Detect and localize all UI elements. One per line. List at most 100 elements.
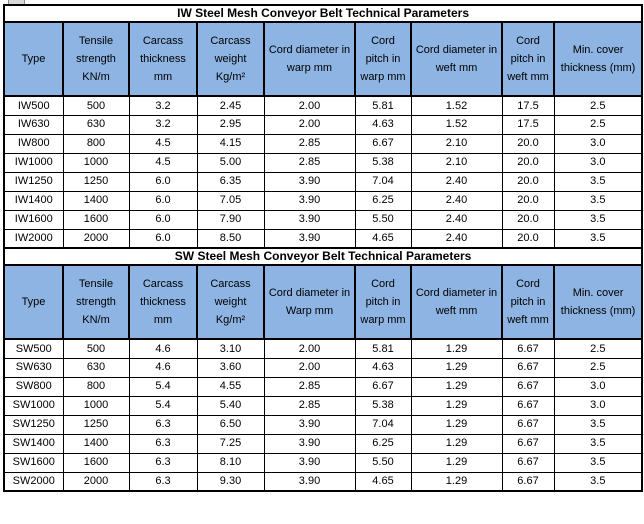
value-cell: 1.29: [410, 357, 503, 378]
value-cell: 3.90: [263, 471, 356, 492]
value-cell: 1600: [62, 209, 130, 230]
value-cell: 6.0: [128, 190, 198, 211]
table-row: IW500 500 3.2 2.45 2.00 5.81 1.52 17.5 2.5: [3, 95, 643, 116]
value-cell: 7.25: [196, 433, 265, 454]
value-cell: 6.0: [128, 171, 198, 192]
value-cell: 4.6: [128, 338, 198, 359]
value-cell: 6.67: [501, 395, 555, 416]
row-type-cell: SW1000: [3, 395, 64, 416]
column-header: Carcass thickness mm: [128, 21, 198, 97]
value-cell: 3.90: [263, 209, 356, 230]
value-cell: 4.15: [196, 133, 265, 154]
value-cell: 2.95: [196, 114, 265, 135]
value-cell: 5.4: [128, 395, 198, 416]
value-cell: 2.85: [263, 395, 356, 416]
value-cell: 5.40: [196, 395, 265, 416]
column-header: Min. cover thickness (mm): [552, 21, 644, 97]
value-cell: 4.65: [354, 228, 412, 249]
value-cell: 2.5: [553, 338, 643, 359]
value-cell: 5.38: [354, 395, 412, 416]
value-cell: 7.04: [354, 171, 412, 192]
column-header: Cord diameter in Warp mm: [263, 264, 356, 340]
value-cell: 6.67: [501, 471, 555, 492]
value-cell: 5.81: [354, 95, 412, 116]
row-type-cell: SW500: [3, 338, 64, 359]
value-cell: 3.90: [263, 433, 356, 454]
value-cell: 17.5: [501, 114, 555, 135]
value-cell: 1.52: [410, 114, 503, 135]
value-cell: 2.00: [263, 357, 356, 378]
value-cell: 630: [62, 357, 130, 378]
value-cell: 1.29: [410, 395, 503, 416]
value-cell: 2.5: [553, 114, 643, 135]
value-cell: 4.65: [354, 471, 412, 492]
value-cell: 2.85: [263, 152, 356, 173]
value-cell: 3.5: [553, 190, 643, 211]
table-row: SW1600 1600 6.3 8.10 3.90 5.50 1.29 6.67 3.5: [3, 452, 643, 473]
value-cell: 20.0: [501, 209, 555, 230]
value-cell: 3.5: [553, 452, 643, 473]
column-header: Carcass weight Kg/m²: [196, 264, 265, 340]
value-cell: 4.6: [128, 357, 198, 378]
table-row: IW1400 1400 6.0 7.05 3.90 6.25 2.40 20.0 3.5: [3, 190, 643, 211]
value-cell: 500: [62, 95, 130, 116]
table-row: IW1600 1600 6.0 7.90 3.90 5.50 2.40 20.0 3.5: [3, 209, 643, 230]
value-cell: 5.50: [354, 209, 412, 230]
column-header: Cord pitch in warp mm: [354, 21, 412, 97]
value-cell: 6.67: [501, 414, 555, 435]
column-header: Type: [3, 264, 64, 340]
row-type-cell: SW2000: [3, 471, 64, 492]
value-cell: 2.40: [410, 209, 503, 230]
table-row: SW1000 1000 5.4 5.40 2.85 5.38 1.29 6.67 3.0: [3, 395, 643, 416]
row-type-cell: SW1400: [3, 433, 64, 454]
row-type-cell: SW630: [3, 357, 64, 378]
column-header: Cord pitch in warp mm: [354, 264, 412, 340]
value-cell: 3.5: [553, 414, 643, 435]
value-cell: 3.2: [128, 114, 198, 135]
value-cell: 6.67: [354, 376, 412, 397]
section-title-row: SW Steel Mesh Conveyor Belt Technical Pa…: [2, 247, 644, 266]
value-cell: 3.10: [196, 338, 265, 359]
value-cell: 1.29: [410, 471, 503, 492]
column-header: Type: [3, 21, 64, 97]
table-row: IW630 630 3.2 2.95 2.00 4.63 1.52 17.5 2.5: [3, 114, 643, 135]
column-header: Cord diameter in weft mm: [410, 264, 503, 340]
value-cell: 6.0: [128, 228, 198, 249]
value-cell: 20.0: [501, 171, 555, 192]
value-cell: 6.3: [128, 452, 198, 473]
value-cell: 3.60: [196, 357, 265, 378]
value-cell: 2.00: [263, 95, 356, 116]
value-cell: 2.40: [410, 190, 503, 211]
header-row: Type Tensile strength KN/m Carcass thickne…: [3, 264, 644, 340]
value-cell: 20.0: [501, 133, 555, 154]
value-cell: 2.5: [553, 95, 643, 116]
value-cell: 8.50: [196, 228, 265, 249]
value-cell: 6.3: [128, 433, 198, 454]
value-cell: 2.85: [263, 133, 356, 154]
table-row: IW800 800 4.5 4.15 2.85 6.67 2.10 20.0 3.0: [3, 133, 643, 154]
value-cell: 1400: [62, 433, 130, 454]
value-cell: 7.04: [354, 414, 412, 435]
value-cell: 2.45: [196, 95, 265, 116]
value-cell: 1.29: [410, 376, 503, 397]
value-cell: 2000: [62, 228, 130, 249]
column-header: Tensile strength KN/m: [62, 264, 130, 340]
value-cell: 5.81: [354, 338, 412, 359]
section-title-sw: SW Steel Mesh Conveyor Belt Technical Pa…: [2, 247, 644, 266]
value-cell: 6.35: [196, 171, 265, 192]
table-row: SW500 500 4.6 3.10 2.00 5.81 1.29 6.67 2.5: [3, 338, 643, 359]
value-cell: 2.5: [553, 357, 643, 378]
value-cell: 20.0: [501, 152, 555, 173]
value-cell: 5.4: [128, 376, 198, 397]
value-cell: 5.50: [354, 452, 412, 473]
value-cell: 1.29: [410, 414, 503, 435]
value-cell: 9.30: [196, 471, 265, 492]
column-header: Cord diameter in weft mm: [410, 21, 503, 97]
column-header: Tensile strength KN/m: [62, 21, 130, 97]
value-cell: 4.63: [354, 357, 412, 378]
value-cell: 20.0: [501, 190, 555, 211]
value-cell: 4.55: [196, 376, 265, 397]
column-header: Cord pitch in weft mm: [501, 264, 555, 340]
value-cell: 1.52: [410, 95, 503, 116]
